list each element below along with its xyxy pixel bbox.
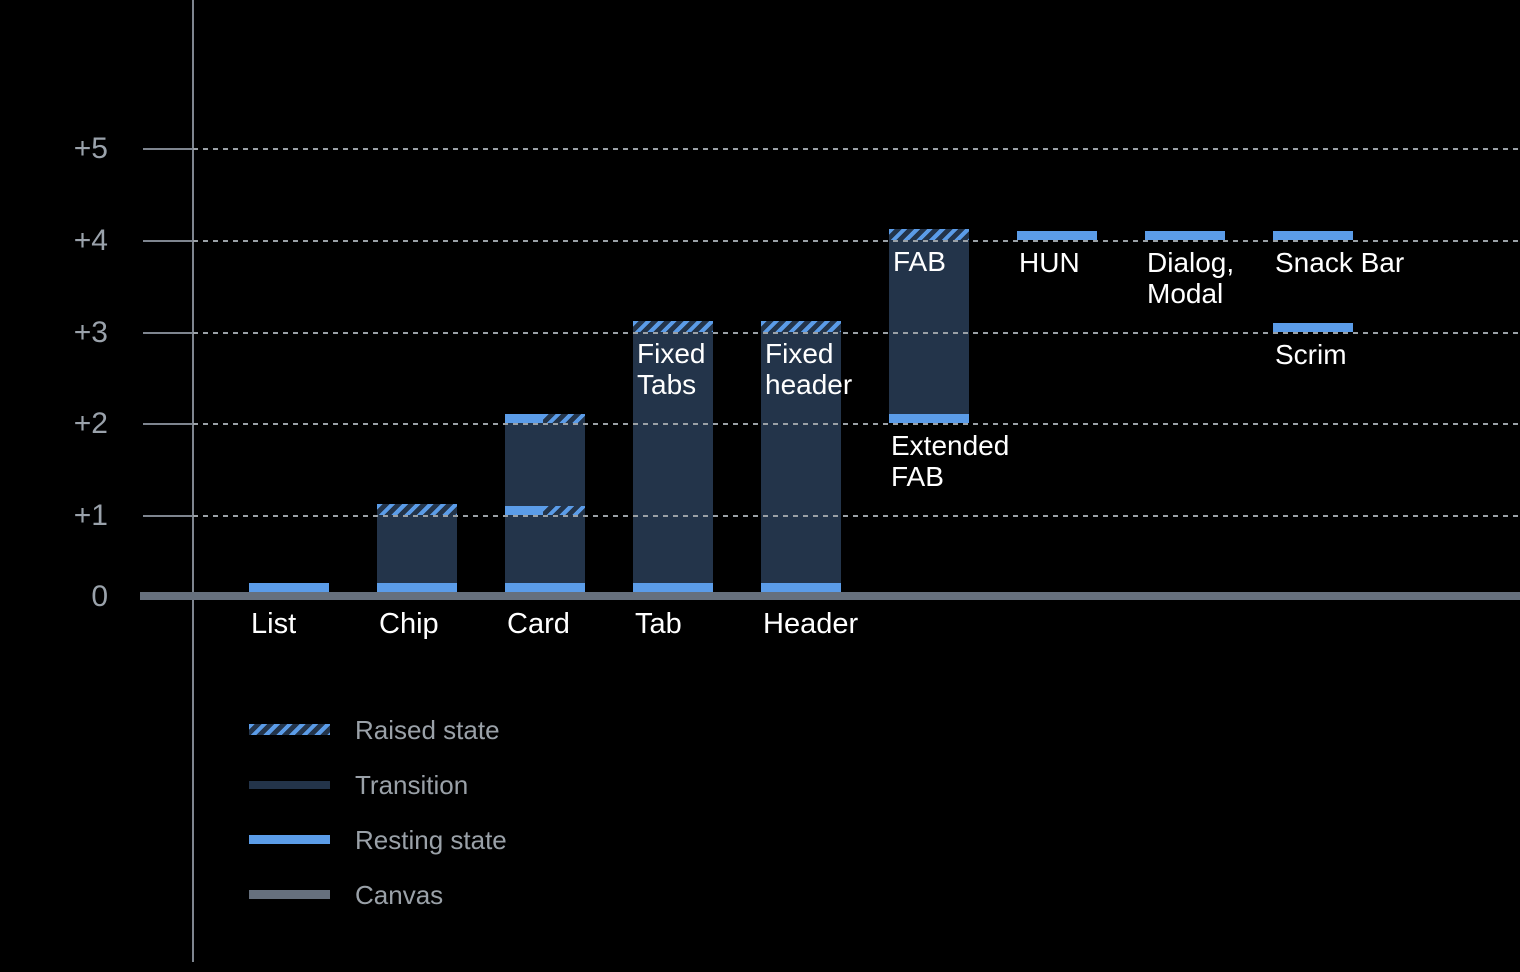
gridline-plus2 bbox=[193, 423, 1520, 425]
legend-item-raised-state: Raised state bbox=[249, 702, 507, 757]
bar-header-resting-band bbox=[761, 583, 841, 592]
bar-chip-resting-band bbox=[377, 583, 457, 592]
y-axis-line bbox=[192, 0, 194, 962]
y-tick-plus5 bbox=[143, 148, 193, 150]
bar-header-inner-label: Fixed header bbox=[765, 338, 853, 400]
legend-label: Canvas bbox=[355, 879, 444, 910]
bar-scrim-label: Scrim bbox=[1275, 339, 1347, 370]
y-tick-plus2 bbox=[143, 423, 193, 425]
gridline-plus1 bbox=[193, 515, 1520, 517]
raised-part bbox=[543, 506, 585, 515]
legend-item-transition: Transition bbox=[249, 757, 507, 812]
bar-header-raised-band bbox=[761, 321, 841, 332]
legend-item-canvas: Canvas bbox=[249, 867, 507, 922]
bar-scrim-resting-band bbox=[1273, 323, 1353, 332]
y-tick-label-plus2: +2 bbox=[73, 407, 108, 440]
y-tick-label-plus5: +5 bbox=[73, 132, 108, 165]
bar-tab-inner-label: Fixed Tabs bbox=[637, 338, 706, 400]
bar-dialog-modal-resting-band bbox=[1145, 231, 1225, 240]
bar-card-resting-band bbox=[505, 583, 585, 592]
bar-hun-resting-band bbox=[1017, 231, 1097, 240]
y-tick-plus1 bbox=[143, 515, 193, 517]
bar-tab-resting-band bbox=[633, 583, 713, 592]
y-tick-plus4 bbox=[143, 240, 193, 242]
legend-label: Raised state bbox=[355, 714, 500, 745]
raised-state-swatch bbox=[249, 724, 330, 735]
legend-label: Transition bbox=[355, 769, 469, 800]
bar-tab-raised-band bbox=[633, 321, 713, 332]
gridline-plus3 bbox=[193, 332, 1520, 334]
legend-item-resting-state: Resting state bbox=[249, 812, 507, 867]
resting-part bbox=[505, 414, 544, 423]
bar-fab-transition bbox=[889, 229, 969, 423]
axis-label-card: Card bbox=[507, 608, 570, 640]
bar-header-transition bbox=[761, 321, 841, 592]
bar-fab-resting-band bbox=[889, 414, 969, 423]
bar-fab-label: Extended FAB bbox=[891, 430, 1010, 492]
bar-card-transition bbox=[505, 414, 585, 592]
gridline-plus5 bbox=[193, 148, 1520, 150]
resting-state-swatch bbox=[249, 835, 330, 844]
bar-chip-raised-band bbox=[377, 504, 457, 515]
axis-label-list: List bbox=[251, 608, 297, 640]
raised-part bbox=[543, 414, 585, 423]
legend-label: Resting state bbox=[355, 824, 507, 855]
bar-fab-inner-label: FAB bbox=[893, 246, 946, 277]
legend: Raised state Transition Resting state Ca… bbox=[249, 702, 507, 922]
y-tick-label-plus1: +1 bbox=[73, 499, 108, 532]
axis-label-header: Header bbox=[763, 608, 859, 640]
transition-swatch bbox=[249, 780, 330, 789]
bar-card-mixed-band bbox=[505, 414, 585, 423]
bar-dialog-modal-label: Dialog, Modal bbox=[1147, 247, 1235, 309]
y-tick-label-plus4: +4 bbox=[73, 224, 108, 257]
y-tick-label-zero: 0 bbox=[91, 580, 108, 613]
bar-hun-label: HUN bbox=[1019, 247, 1080, 278]
y-tick-plus3 bbox=[143, 332, 193, 334]
canvas-baseline bbox=[140, 592, 1520, 600]
bar-list-resting-band bbox=[249, 583, 329, 592]
resting-part bbox=[505, 506, 544, 515]
bar-chip-transition bbox=[377, 504, 457, 592]
bar-card-mixed-band bbox=[505, 506, 585, 515]
axis-label-chip: Chip bbox=[379, 608, 439, 640]
gridline-plus4 bbox=[193, 240, 1520, 242]
bar-tab-transition bbox=[633, 321, 713, 592]
bar-snack-bar-label: Snack Bar bbox=[1275, 247, 1405, 278]
axis-label-tab: Tab bbox=[635, 608, 682, 640]
bar-snack-bar-resting-band bbox=[1273, 231, 1353, 240]
bar-fab-raised-band bbox=[889, 229, 969, 240]
y-tick-label-plus3: +3 bbox=[73, 316, 108, 349]
canvas-swatch bbox=[249, 890, 330, 899]
